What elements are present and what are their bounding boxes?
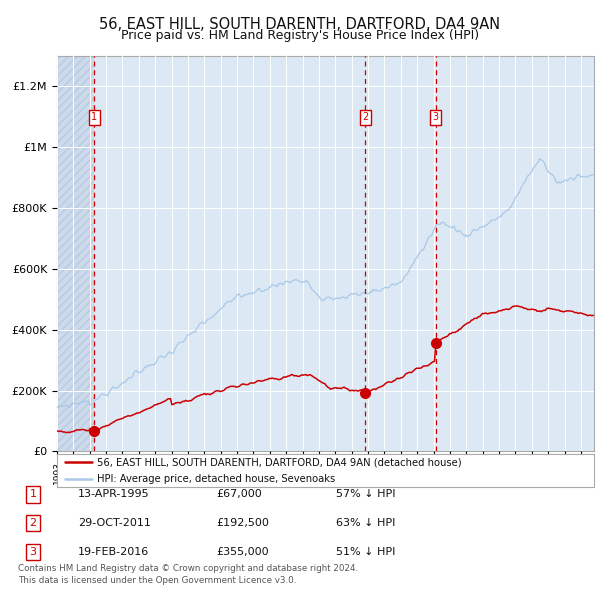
Text: £67,000: £67,000	[216, 490, 262, 499]
Text: 1: 1	[91, 112, 97, 122]
Text: £355,000: £355,000	[216, 548, 269, 557]
Text: HPI: Average price, detached house, Sevenoaks: HPI: Average price, detached house, Seve…	[97, 474, 335, 484]
Bar	[57, 56, 94, 451]
Text: 56, EAST HILL, SOUTH DARENTH, DARTFORD, DA4 9AN: 56, EAST HILL, SOUTH DARENTH, DARTFORD, …	[100, 17, 500, 31]
Text: 2: 2	[29, 519, 37, 528]
Text: 63% ↓ HPI: 63% ↓ HPI	[336, 519, 395, 528]
Text: 13-APR-1995: 13-APR-1995	[78, 490, 149, 499]
Text: Contains HM Land Registry data © Crown copyright and database right 2024.
This d: Contains HM Land Registry data © Crown c…	[18, 565, 358, 585]
Text: 3: 3	[433, 112, 439, 122]
Text: 29-OCT-2011: 29-OCT-2011	[78, 519, 151, 528]
Text: 3: 3	[29, 548, 37, 557]
Text: 19-FEB-2016: 19-FEB-2016	[78, 548, 149, 557]
Text: 1: 1	[29, 490, 37, 499]
Text: 56, EAST HILL, SOUTH DARENTH, DARTFORD, DA4 9AN (detached house): 56, EAST HILL, SOUTH DARENTH, DARTFORD, …	[97, 457, 462, 467]
Text: Price paid vs. HM Land Registry's House Price Index (HPI): Price paid vs. HM Land Registry's House …	[121, 30, 479, 42]
Text: 51% ↓ HPI: 51% ↓ HPI	[336, 548, 395, 557]
Text: 57% ↓ HPI: 57% ↓ HPI	[336, 490, 395, 499]
Text: £192,500: £192,500	[216, 519, 269, 528]
Text: 2: 2	[362, 112, 368, 122]
